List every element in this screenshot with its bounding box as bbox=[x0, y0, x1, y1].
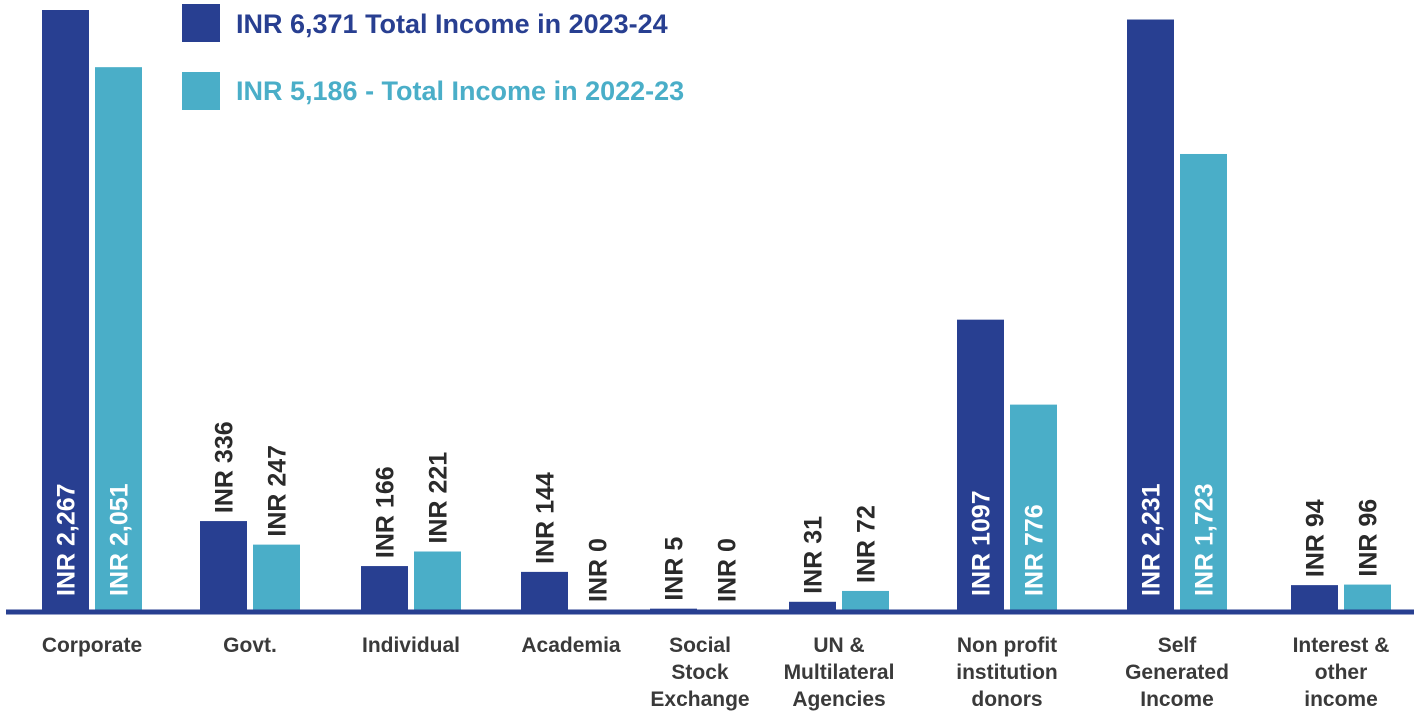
bar-individual-series-2 bbox=[414, 551, 461, 610]
bars bbox=[42, 10, 1391, 610]
bar-un-multilateral-agencies-series-1 bbox=[789, 601, 836, 610]
value-label-un-multilateral-agencies-series-2: INR 72 bbox=[853, 505, 881, 583]
category-label-self-generated-income: Self Generated Income bbox=[1125, 634, 1229, 711]
category-label-social-stock-exchange: Social Stock Exchange bbox=[650, 634, 749, 711]
value-label-interest-other-income-series-1: INR 94 bbox=[1302, 499, 1330, 577]
value-label-interest-other-income-series-2: INR 96 bbox=[1355, 499, 1383, 577]
bar-govt-series-2 bbox=[253, 544, 300, 610]
bar-un-multilateral-agencies-series-2 bbox=[842, 590, 889, 610]
value-label-govt-series-1: INR 336 bbox=[211, 421, 239, 513]
legend-swatch-2022-23 bbox=[182, 72, 220, 110]
value-label-social-stock-exchange-series-1: INR 5 bbox=[661, 537, 689, 601]
bar-academia-series-1 bbox=[521, 571, 568, 610]
bar-govt-series-1 bbox=[200, 521, 247, 610]
bar-interest-other-income-series-1 bbox=[1291, 585, 1338, 610]
bar-corporate-series-1 bbox=[42, 10, 89, 610]
bar-self-generated-income-series-2 bbox=[1180, 153, 1227, 610]
value-label-govt-series-2: INR 247 bbox=[264, 445, 292, 537]
value-label-un-multilateral-agencies-series-1: INR 31 bbox=[800, 516, 828, 594]
legend-label-2022-23: INR 5,186 - Total Income in 2022-23 bbox=[236, 76, 684, 106]
value-label-individual-series-2: INR 221 bbox=[425, 452, 453, 544]
bar-self-generated-income-series-1 bbox=[1127, 19, 1174, 610]
category-label-individual: Individual bbox=[362, 634, 460, 657]
bar-non-profit-institution-donors-series-2 bbox=[1010, 404, 1057, 610]
value-labels: INR 2,267 INR 2,051 INR 336 INR 247 INR 166 I… bbox=[53, 421, 1383, 602]
category-label-academia: Academia bbox=[521, 634, 621, 657]
bar-corporate-series-2 bbox=[95, 67, 142, 610]
value-label-corporate-series-2: INR 2,051 bbox=[106, 483, 134, 596]
bar-non-profit-institution-donors-series-1 bbox=[957, 319, 1004, 610]
bar-individual-series-1 bbox=[361, 566, 408, 610]
category-label-non-profit-institution-donors: Non profit institution donors bbox=[956, 634, 1057, 711]
legend-swatch-2023-24 bbox=[182, 4, 220, 42]
category-label-govt: Govt. bbox=[223, 634, 277, 657]
value-label-corporate-series-1: INR 2,267 bbox=[53, 483, 81, 596]
bar-social-stock-exchange-series-1 bbox=[650, 608, 697, 610]
value-label-individual-series-1: INR 166 bbox=[372, 466, 400, 558]
legend-label-2023-24: INR 6,371 Total Income in 2023-24 bbox=[236, 9, 668, 39]
category-label-un-multilateral-agencies: UN & Multilateral Agencies bbox=[784, 634, 895, 711]
value-label-academia-series-2: INR 0 bbox=[585, 538, 613, 602]
category-label-corporate: Corporate bbox=[42, 634, 142, 657]
category-label-interest-other-income: Interest & other income bbox=[1293, 634, 1390, 711]
value-label-academia-series-1: INR 144 bbox=[532, 472, 560, 564]
chart-legend: INR 6,371 Total Income in 2023-24 INR 5,… bbox=[182, 4, 684, 110]
value-label-self-generated-income-series-2: INR 1,723 bbox=[1191, 483, 1219, 596]
bar-interest-other-income-series-2 bbox=[1344, 584, 1391, 610]
value-label-self-generated-income-series-1: INR 2,231 bbox=[1138, 483, 1166, 596]
value-label-non-profit-institution-donors-series-1: INR 1097 bbox=[968, 490, 996, 596]
value-label-social-stock-exchange-series-2: INR 0 bbox=[714, 538, 742, 602]
category-labels: Corporate Govt. Individual Academia Social St… bbox=[42, 634, 1390, 711]
value-label-non-profit-institution-donors-series-2: INR 776 bbox=[1021, 504, 1049, 596]
